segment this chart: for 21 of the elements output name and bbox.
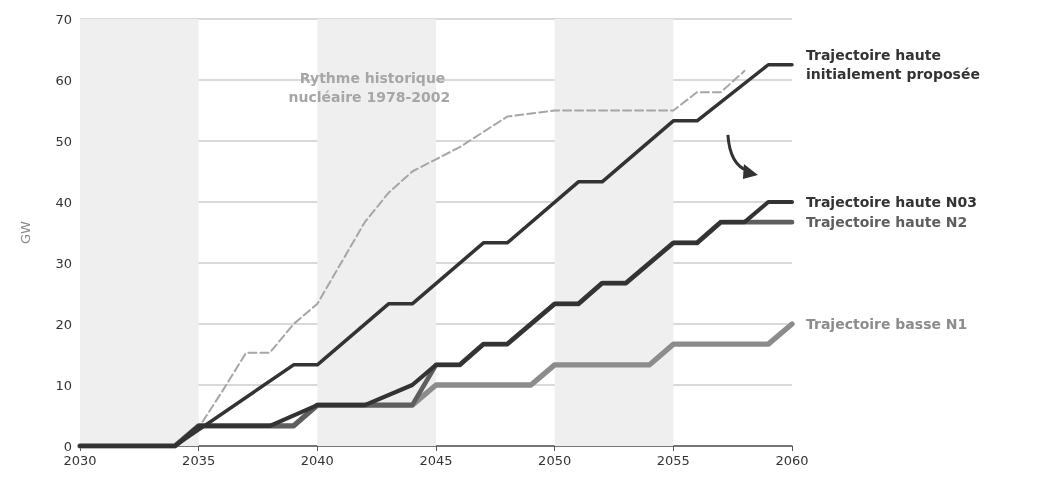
text: Rythme historique nucléaire 1978-2002	[288, 69, 451, 105]
x-tick-label: 2030	[63, 453, 97, 468]
y-tick-label: 10	[55, 377, 72, 393]
x-tick-label: 2050	[538, 453, 572, 468]
y-axis-title: GW	[18, 220, 33, 244]
y-tick-label: 20	[55, 316, 72, 332]
x-tick-label: 2035	[182, 453, 216, 468]
y-tick-label: 50	[55, 133, 72, 149]
series-label: Trajectoire haute N2	[806, 214, 968, 231]
y-tick-label: 40	[55, 194, 72, 210]
x-tick-label: 2045	[419, 453, 453, 468]
y-tick-label: 60	[55, 72, 72, 88]
y-tick-label: 30	[55, 255, 72, 271]
x-tick-label: 2040	[300, 453, 334, 468]
y-tick-label: 70	[55, 11, 72, 27]
x-tick-label: 2060	[775, 453, 809, 468]
series-label: Trajectoire haute initialement proposée	[806, 47, 980, 83]
series-label: Trajectoire haute N03	[806, 194, 977, 210]
x-tick-label: 2055	[656, 453, 690, 468]
y-tick-label: 0	[63, 438, 72, 454]
series-label: Trajectoire basse N1	[806, 316, 968, 332]
